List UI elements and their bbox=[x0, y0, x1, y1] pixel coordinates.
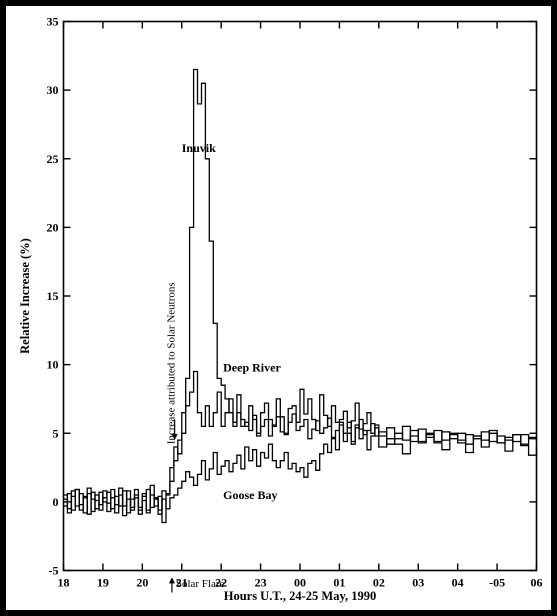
series-layer bbox=[63, 68, 538, 524]
x-tick-label: 03 bbox=[412, 576, 424, 590]
y-tick-label: 0 bbox=[53, 495, 59, 509]
x-tick-label: 18 bbox=[58, 576, 70, 590]
neutron-arrow-head bbox=[171, 434, 178, 441]
x-tick-label: 06 bbox=[531, 576, 543, 590]
y-tick-label: 20 bbox=[47, 220, 59, 234]
y-tick-label: 35 bbox=[47, 15, 59, 29]
annotation-solar-neutrons: Increase attributed to Solar Neutrons bbox=[166, 282, 178, 444]
x-axis-title: Hours U.T., 24-25 May, 1990 bbox=[224, 589, 377, 603]
annotation-inuvik: Inuvik bbox=[182, 141, 216, 155]
x-tick-label: 22 bbox=[215, 576, 227, 590]
x-tick-label: 02 bbox=[373, 576, 385, 590]
annotation-deep-river: Deep River bbox=[223, 360, 281, 374]
x-tick-label: 04 bbox=[452, 576, 464, 590]
x-tick-label: 19 bbox=[97, 576, 109, 590]
y-tick-label: 15 bbox=[47, 289, 59, 303]
x-axis: 18 19 20 21 22 23 00 01 02 03 04 -05 06 bbox=[58, 21, 543, 590]
annotation-goose-bay: Goose Bay bbox=[223, 488, 277, 502]
y-tick-label: 30 bbox=[47, 83, 59, 97]
plot-frame bbox=[62, 20, 538, 572]
series-line-inuvik bbox=[63, 68, 538, 524]
x-tick-label: -05 bbox=[489, 576, 505, 590]
y-axis-title: Relative Increase (%) bbox=[18, 238, 32, 354]
y-tick-label: 5 bbox=[53, 426, 59, 440]
x-tick-label: 23 bbox=[255, 576, 267, 590]
x-tick-label: 01 bbox=[333, 576, 345, 590]
x-tick-label: 21 bbox=[176, 576, 188, 590]
y-tick-label: 10 bbox=[47, 358, 59, 372]
y-tick-label: -5 bbox=[49, 564, 59, 578]
annotation-solar-flare: Solar Flare bbox=[176, 578, 225, 590]
series-line-goose-bay bbox=[63, 421, 538, 515]
annotation-layer: Inuvik Deep River Goose Bay Increase attrib… bbox=[166, 141, 281, 593]
x-tick-label: 00 bbox=[294, 576, 306, 590]
y-tick-label: 25 bbox=[47, 152, 59, 166]
y-axis: -5 0 5 10 15 20 25 30 35 bbox=[47, 15, 537, 578]
chart-page: -5 0 5 10 15 20 25 30 35 18 19 20 21 22 23 00 01 02 03 04-… bbox=[6, 6, 551, 610]
x-tick-label: 20 bbox=[136, 576, 148, 590]
solar-flare-arrow-head bbox=[168, 577, 175, 584]
